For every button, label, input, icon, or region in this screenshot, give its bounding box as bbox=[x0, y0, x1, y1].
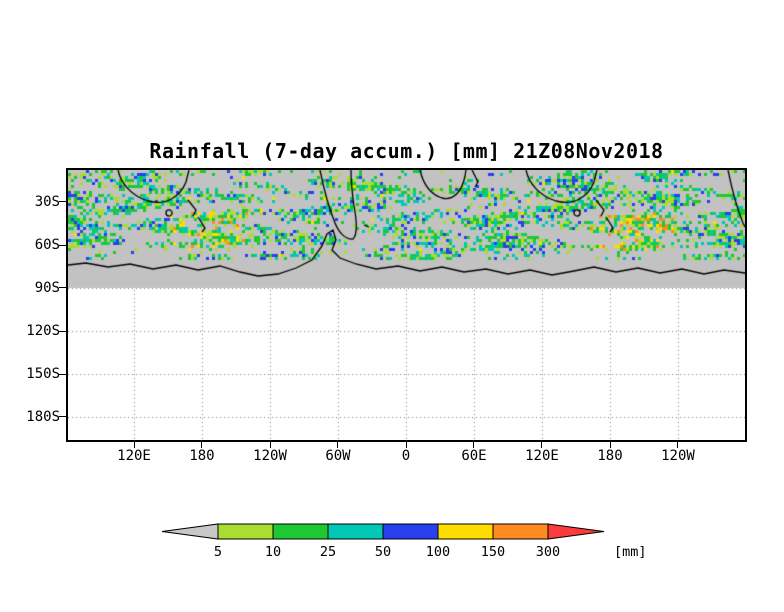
x-axis-tick bbox=[677, 442, 679, 448]
x-axis-tick bbox=[405, 442, 407, 448]
colorbar-right-arrow bbox=[547, 523, 605, 540]
rainfall-map-canvas bbox=[68, 170, 745, 440]
y-tick-label: 30S bbox=[34, 193, 60, 210]
y-axis-tick bbox=[59, 330, 66, 332]
colorbar-segment bbox=[327, 523, 384, 540]
colorbar-segment bbox=[382, 523, 439, 540]
x-tick-label: 180 bbox=[189, 448, 215, 464]
x-axis-tick bbox=[541, 442, 543, 448]
x-tick-label: 120W bbox=[253, 448, 287, 464]
colorbar-segment bbox=[217, 523, 274, 540]
y-tick-label: 90S bbox=[34, 279, 60, 296]
colorbar-left-arrow bbox=[161, 523, 219, 540]
y-tick-label: 180S bbox=[26, 408, 60, 425]
x-tick-label: 120E bbox=[117, 448, 151, 464]
y-axis-tick bbox=[59, 416, 66, 418]
colorbar-tick-label: 50 bbox=[375, 544, 391, 560]
y-tick-label: 120S bbox=[26, 323, 60, 339]
x-tick-label: 120W bbox=[661, 448, 695, 464]
chart-title: Rainfall (7-day accum.) [mm] 21Z08Nov201… bbox=[149, 139, 664, 163]
colorbar-tick-label: 5 bbox=[214, 544, 222, 560]
y-axis-tick bbox=[59, 244, 66, 246]
x-tick-label: 0 bbox=[401, 448, 411, 464]
x-axis-tick bbox=[337, 442, 339, 448]
map-plot-area bbox=[66, 168, 747, 442]
x-axis-tick bbox=[201, 442, 203, 448]
x-tick-label: 60W bbox=[325, 448, 351, 464]
x-axis-tick bbox=[133, 442, 135, 448]
y-tick-label: 150S bbox=[26, 366, 60, 382]
y-axis-tick bbox=[59, 373, 66, 375]
colorbar-tick-label: 25 bbox=[320, 544, 336, 560]
y-axis-tick bbox=[59, 287, 66, 289]
colorbar-segment bbox=[492, 523, 549, 540]
x-tick-label: 180 bbox=[597, 448, 623, 464]
colorbar-tick-label: 300 bbox=[536, 544, 560, 560]
colorbar: 5 10 25 50 100 150 300 [mm] bbox=[161, 523, 647, 560]
x-axis-tick bbox=[473, 442, 475, 448]
x-axis-tick bbox=[269, 442, 271, 448]
colorbar-unit-label: [mm] bbox=[614, 544, 647, 560]
x-tick-label: 60E bbox=[461, 448, 487, 464]
x-axis-tick bbox=[609, 442, 611, 448]
y-axis-tick bbox=[59, 201, 66, 203]
colorbar-tick-label: 10 bbox=[265, 544, 281, 560]
x-tick-label: 120E bbox=[525, 448, 559, 464]
y-tick-label: 60S bbox=[34, 237, 60, 253]
colorbar-tick-label: 100 bbox=[426, 544, 450, 560]
colorbar-segment bbox=[272, 523, 329, 540]
colorbar-segment bbox=[437, 523, 494, 540]
colorbar-tick-label: 150 bbox=[481, 544, 505, 560]
